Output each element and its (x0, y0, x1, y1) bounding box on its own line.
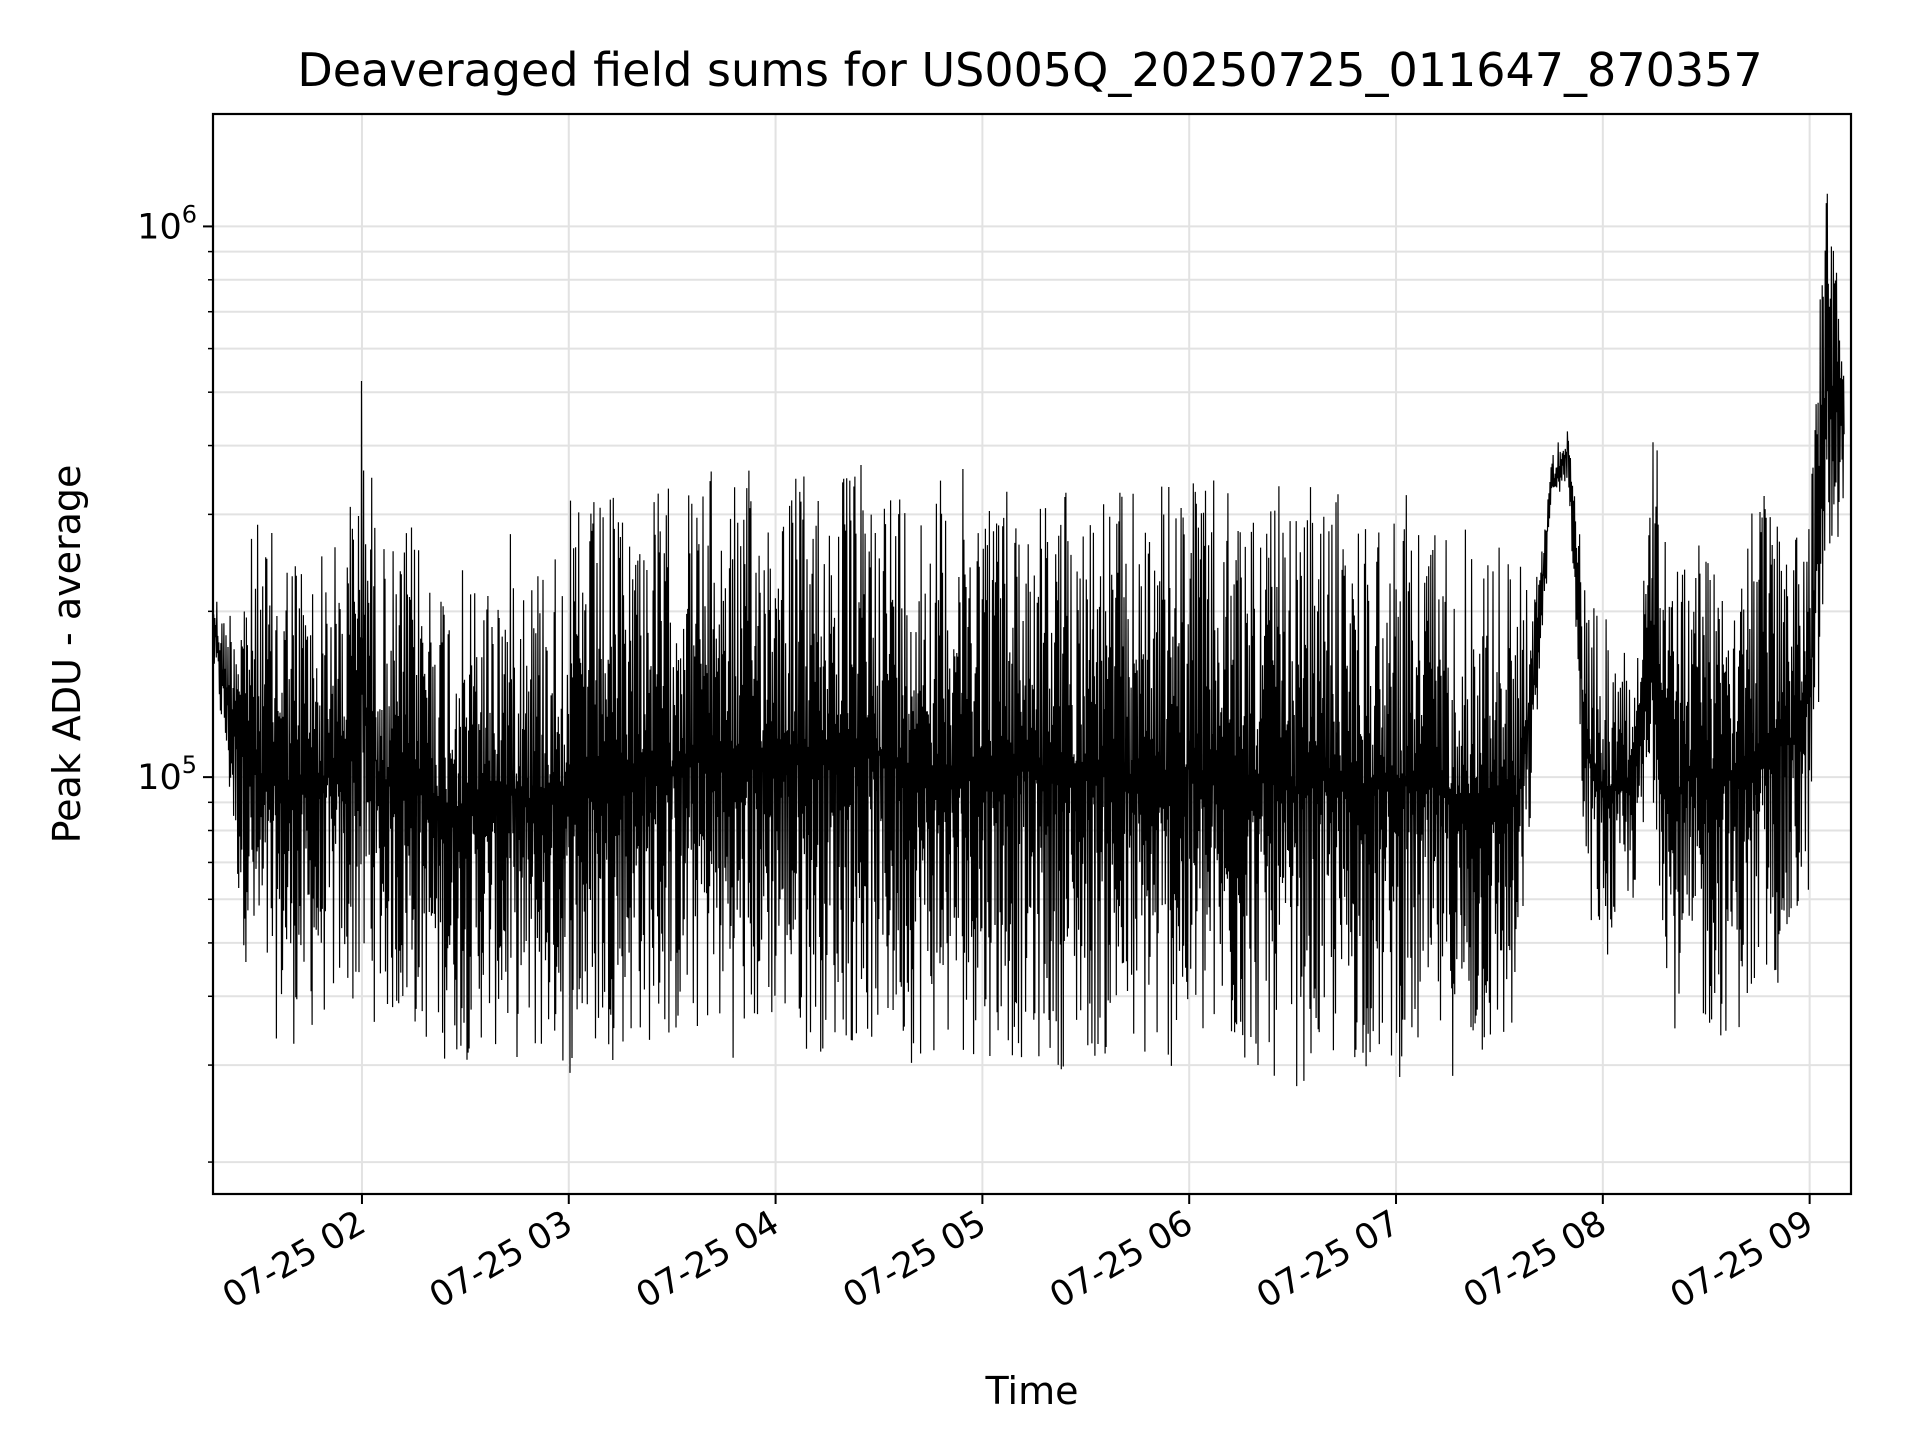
x-axis: 07-25 02 07-25 03 07-25 04 07-25 05 07-25 06… (216, 1194, 1820, 1316)
y-axis: 106 105 (137, 200, 213, 1162)
series-line (214, 194, 1844, 1086)
x-tick-label: 07-25 07 (1250, 1203, 1406, 1316)
x-tick-label: 07-25 08 (1457, 1203, 1613, 1316)
x-tick-label: 07-25 03 (423, 1203, 579, 1316)
grid (213, 114, 1851, 1194)
x-tick-label: 07-25 02 (216, 1203, 372, 1316)
x-tick-label: 07-25 06 (1043, 1203, 1199, 1316)
y-tick-label: 105 (137, 751, 197, 798)
y-tick-label: 106 (137, 200, 197, 247)
y-axis-label: Peak ADU - average (45, 465, 89, 844)
plot-area (214, 194, 1844, 1086)
x-tick-label: 07-25 04 (630, 1203, 786, 1316)
chart-title: Deaveraged field sums for US005Q_2025072… (297, 43, 1762, 97)
x-tick-label: 07-25 05 (837, 1203, 993, 1316)
x-axis-label: Time (985, 1369, 1079, 1413)
plot-frame (213, 114, 1851, 1194)
x-tick-label: 07-25 09 (1664, 1203, 1820, 1316)
